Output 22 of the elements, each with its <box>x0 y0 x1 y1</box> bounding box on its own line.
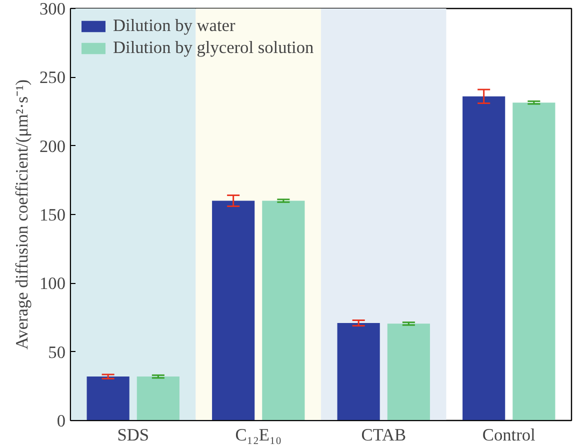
y-tick-label: 250 <box>40 68 66 88</box>
bar <box>212 200 255 420</box>
x-tick-label: C₁₂E₁₀ <box>235 426 282 444</box>
bar <box>387 324 430 420</box>
y-tick-label: 100 <box>40 274 66 294</box>
bar <box>512 102 556 420</box>
bar <box>86 376 130 420</box>
y-tick-label: 50 <box>48 342 66 362</box>
y-tick-label: 200 <box>40 136 66 156</box>
y-tick-label: 300 <box>40 0 66 18</box>
bar <box>136 376 180 420</box>
y-tick-label: 150 <box>40 206 66 224</box>
bar <box>262 200 305 420</box>
legend-label: Dilution by water <box>113 16 236 36</box>
bar <box>337 322 380 420</box>
x-tick-label: SDS <box>117 426 150 444</box>
x-tick-label: CTAB <box>361 426 406 444</box>
legend-label: Dilution by glycerol solution <box>113 38 314 58</box>
y-axis-title: Average diffusion coefficient/(μm²·s⁻¹) <box>12 79 32 350</box>
x-tick-label: Control <box>482 426 536 444</box>
y-tick-label: 0 <box>56 412 66 430</box>
bar <box>462 96 506 420</box>
